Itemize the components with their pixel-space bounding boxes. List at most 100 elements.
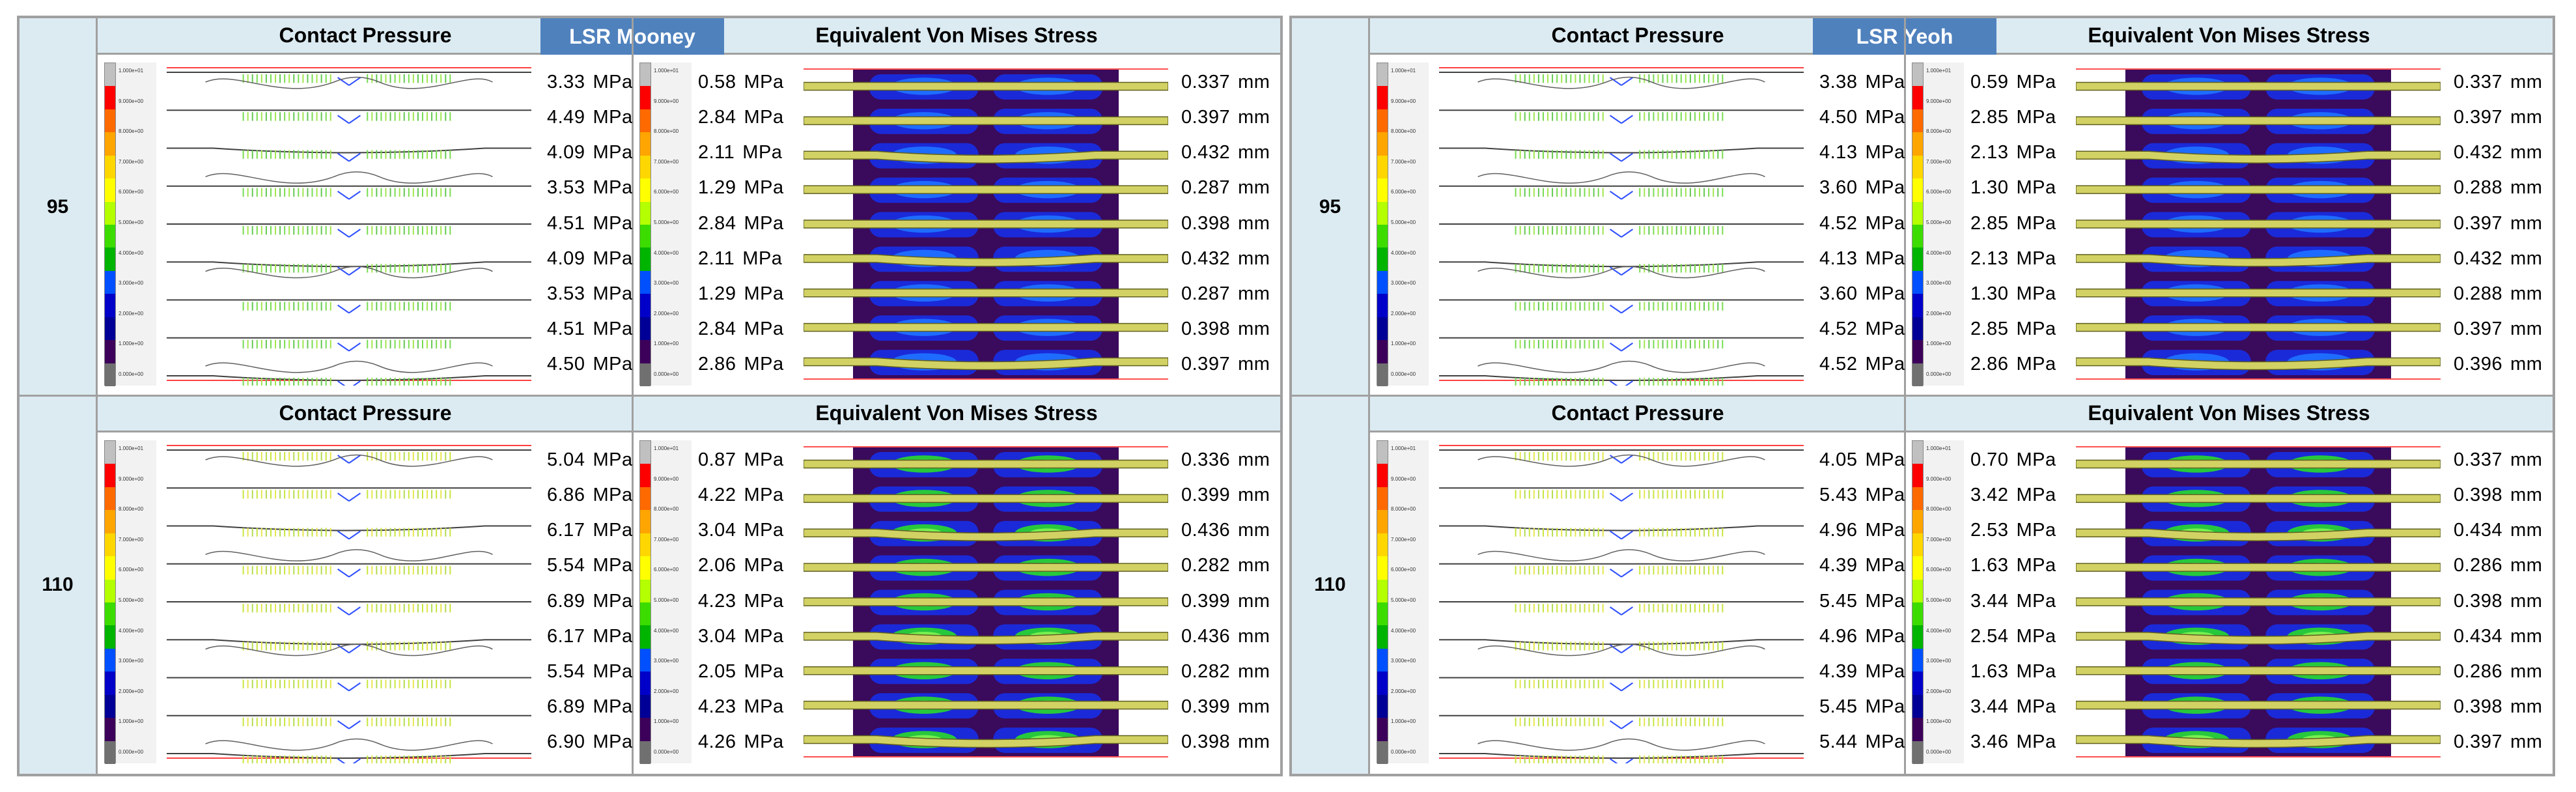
legend-tick-label: 7.000e+00 xyxy=(654,536,679,543)
legend-swatch xyxy=(105,201,115,225)
value-row: 0.288 mm xyxy=(2454,283,2542,305)
legend-swatch xyxy=(1377,602,1388,626)
value-number: 2.11 xyxy=(698,142,735,163)
value-number: 0.398 xyxy=(1181,731,1231,752)
value-row: 4.52 MPa xyxy=(1819,354,1905,375)
legend-tick-label: 3.000e+00 xyxy=(1926,280,1952,287)
value-unit: MPa xyxy=(744,449,784,470)
value-unit: mm xyxy=(2510,318,2543,339)
legend-swatch xyxy=(1377,741,1388,764)
value-row: 4.96 MPa xyxy=(1819,626,1905,647)
value-row: 3.46 MPa xyxy=(1970,731,2056,753)
value-unit: mm xyxy=(1238,212,1270,234)
displacement-values: 0.337 mm 0.398 mm 0.434 mm 0.286 mm 0.398 mm 0.434… xyxy=(2454,449,2542,753)
value-number: 0.337 xyxy=(2454,72,2503,92)
legend-tick-label: 1.000e+01 xyxy=(1926,68,1952,74)
value-row: 2.85 MPa xyxy=(1970,318,2056,340)
legend-swatch xyxy=(1377,225,1388,248)
value-number: 1.63 xyxy=(1970,660,2009,682)
legend-swatch xyxy=(1912,741,1923,764)
value-number: 0.398 xyxy=(2454,590,2503,612)
value-number: 1.30 xyxy=(1970,283,2009,304)
value-unit: MPa xyxy=(2016,485,2056,506)
legend-swatch xyxy=(640,602,651,626)
value-number: 0.399 xyxy=(1181,696,1231,717)
value-number: 4.13 xyxy=(1819,142,1858,163)
legend-swatch xyxy=(1377,556,1388,580)
value-number: 3.44 xyxy=(1970,590,2009,612)
stress-header: Equivalent Von Mises Stress xyxy=(633,18,1280,55)
legend-tick-label: 9.000e+00 xyxy=(119,475,144,482)
legend-tick-label: 1.000e+01 xyxy=(119,68,144,74)
value-unit: mm xyxy=(1238,248,1270,269)
legend-swatch xyxy=(1377,86,1388,109)
value-number: 0.282 xyxy=(1181,660,1231,682)
legend-swatch xyxy=(105,63,115,87)
legend-swatch xyxy=(105,317,115,341)
divider xyxy=(1292,395,2553,397)
value-row: 0.397 mm xyxy=(2454,318,2542,340)
value-row: 6.17 MPa xyxy=(547,626,633,647)
value-number: 0.282 xyxy=(1181,555,1231,576)
value-row: 0.436 mm xyxy=(1181,520,1270,541)
legend-tick-label: 3.000e+00 xyxy=(1391,658,1416,664)
value-unit: mm xyxy=(1238,520,1270,541)
legend-tick-label: 8.000e+00 xyxy=(119,128,144,135)
legend-tick-label: 1.000e+01 xyxy=(654,68,679,74)
value-number: 4.26 xyxy=(698,731,736,752)
value-row: 1.63 MPa xyxy=(1970,555,2056,576)
value-unit: MPa xyxy=(1865,142,1905,163)
value-number: 0.287 xyxy=(1181,283,1231,304)
legend-tick-label: 7.000e+00 xyxy=(1926,536,1952,543)
value-unit: mm xyxy=(1238,731,1270,752)
value-row: 3.44 MPa xyxy=(1970,696,2056,718)
legend-tick-label: 6.000e+00 xyxy=(1926,189,1952,195)
legend-tick-label: 7.000e+00 xyxy=(119,536,144,543)
value-unit: MPa xyxy=(593,731,633,752)
legend-tick-label: 5.000e+00 xyxy=(119,597,144,603)
value-number: 4.50 xyxy=(1819,107,1858,128)
value-number: 2.84 xyxy=(698,318,736,339)
stress-header: Equivalent Von Mises Stress xyxy=(1905,396,2553,432)
legend-swatch xyxy=(1377,533,1388,557)
value-unit: MPa xyxy=(1865,520,1905,541)
legend-tick-label: 4.000e+00 xyxy=(119,249,144,256)
legend-swatch xyxy=(640,178,651,202)
value-unit: MPa xyxy=(593,555,633,576)
value-unit: MPa xyxy=(593,107,633,128)
value-row: 0.398 mm xyxy=(1181,318,1270,340)
value-unit: MPa xyxy=(742,248,783,269)
legend-color-bar xyxy=(104,440,116,764)
value-row: 0.399 mm xyxy=(1181,696,1270,718)
value-unit: mm xyxy=(2510,660,2543,682)
value-unit: mm xyxy=(1238,696,1270,717)
legend-swatch xyxy=(1377,340,1388,363)
legend-swatch xyxy=(1912,225,1923,248)
legend-swatch xyxy=(1377,648,1388,672)
value-unit: mm xyxy=(1238,142,1270,163)
value-row: 0.432 mm xyxy=(1181,142,1270,163)
legend-swatch xyxy=(1377,672,1388,695)
value-row: 2.54 MPa xyxy=(1970,626,2056,647)
legend-swatch xyxy=(1377,317,1388,341)
value-unit: MPa xyxy=(744,731,784,752)
value-row: 0.432 mm xyxy=(2454,248,2542,270)
legend-swatch xyxy=(1912,487,1923,511)
legend-tick-label: 4.000e+00 xyxy=(119,627,144,634)
value-unit: MPa xyxy=(744,177,784,199)
legend-swatch xyxy=(1912,317,1923,341)
legend-swatch xyxy=(640,109,651,133)
legend-swatch xyxy=(640,225,651,248)
legend-tick-label: 0.000e+00 xyxy=(119,371,144,377)
legend-tick-label: 1.000e+00 xyxy=(1391,341,1416,347)
value-unit: MPa xyxy=(2016,520,2056,541)
value-unit: MPa xyxy=(593,660,633,682)
value-number: 6.89 xyxy=(547,696,585,717)
value-row: 3.44 MPa xyxy=(1970,591,2056,612)
legend-tick-label: 5.000e+00 xyxy=(654,219,679,225)
value-unit: mm xyxy=(2510,177,2543,199)
legend-swatch xyxy=(1912,270,1923,294)
value-number: 4.23 xyxy=(698,590,736,612)
legend-swatch xyxy=(1377,248,1388,271)
value-row: 5.04 MPa xyxy=(547,449,633,471)
